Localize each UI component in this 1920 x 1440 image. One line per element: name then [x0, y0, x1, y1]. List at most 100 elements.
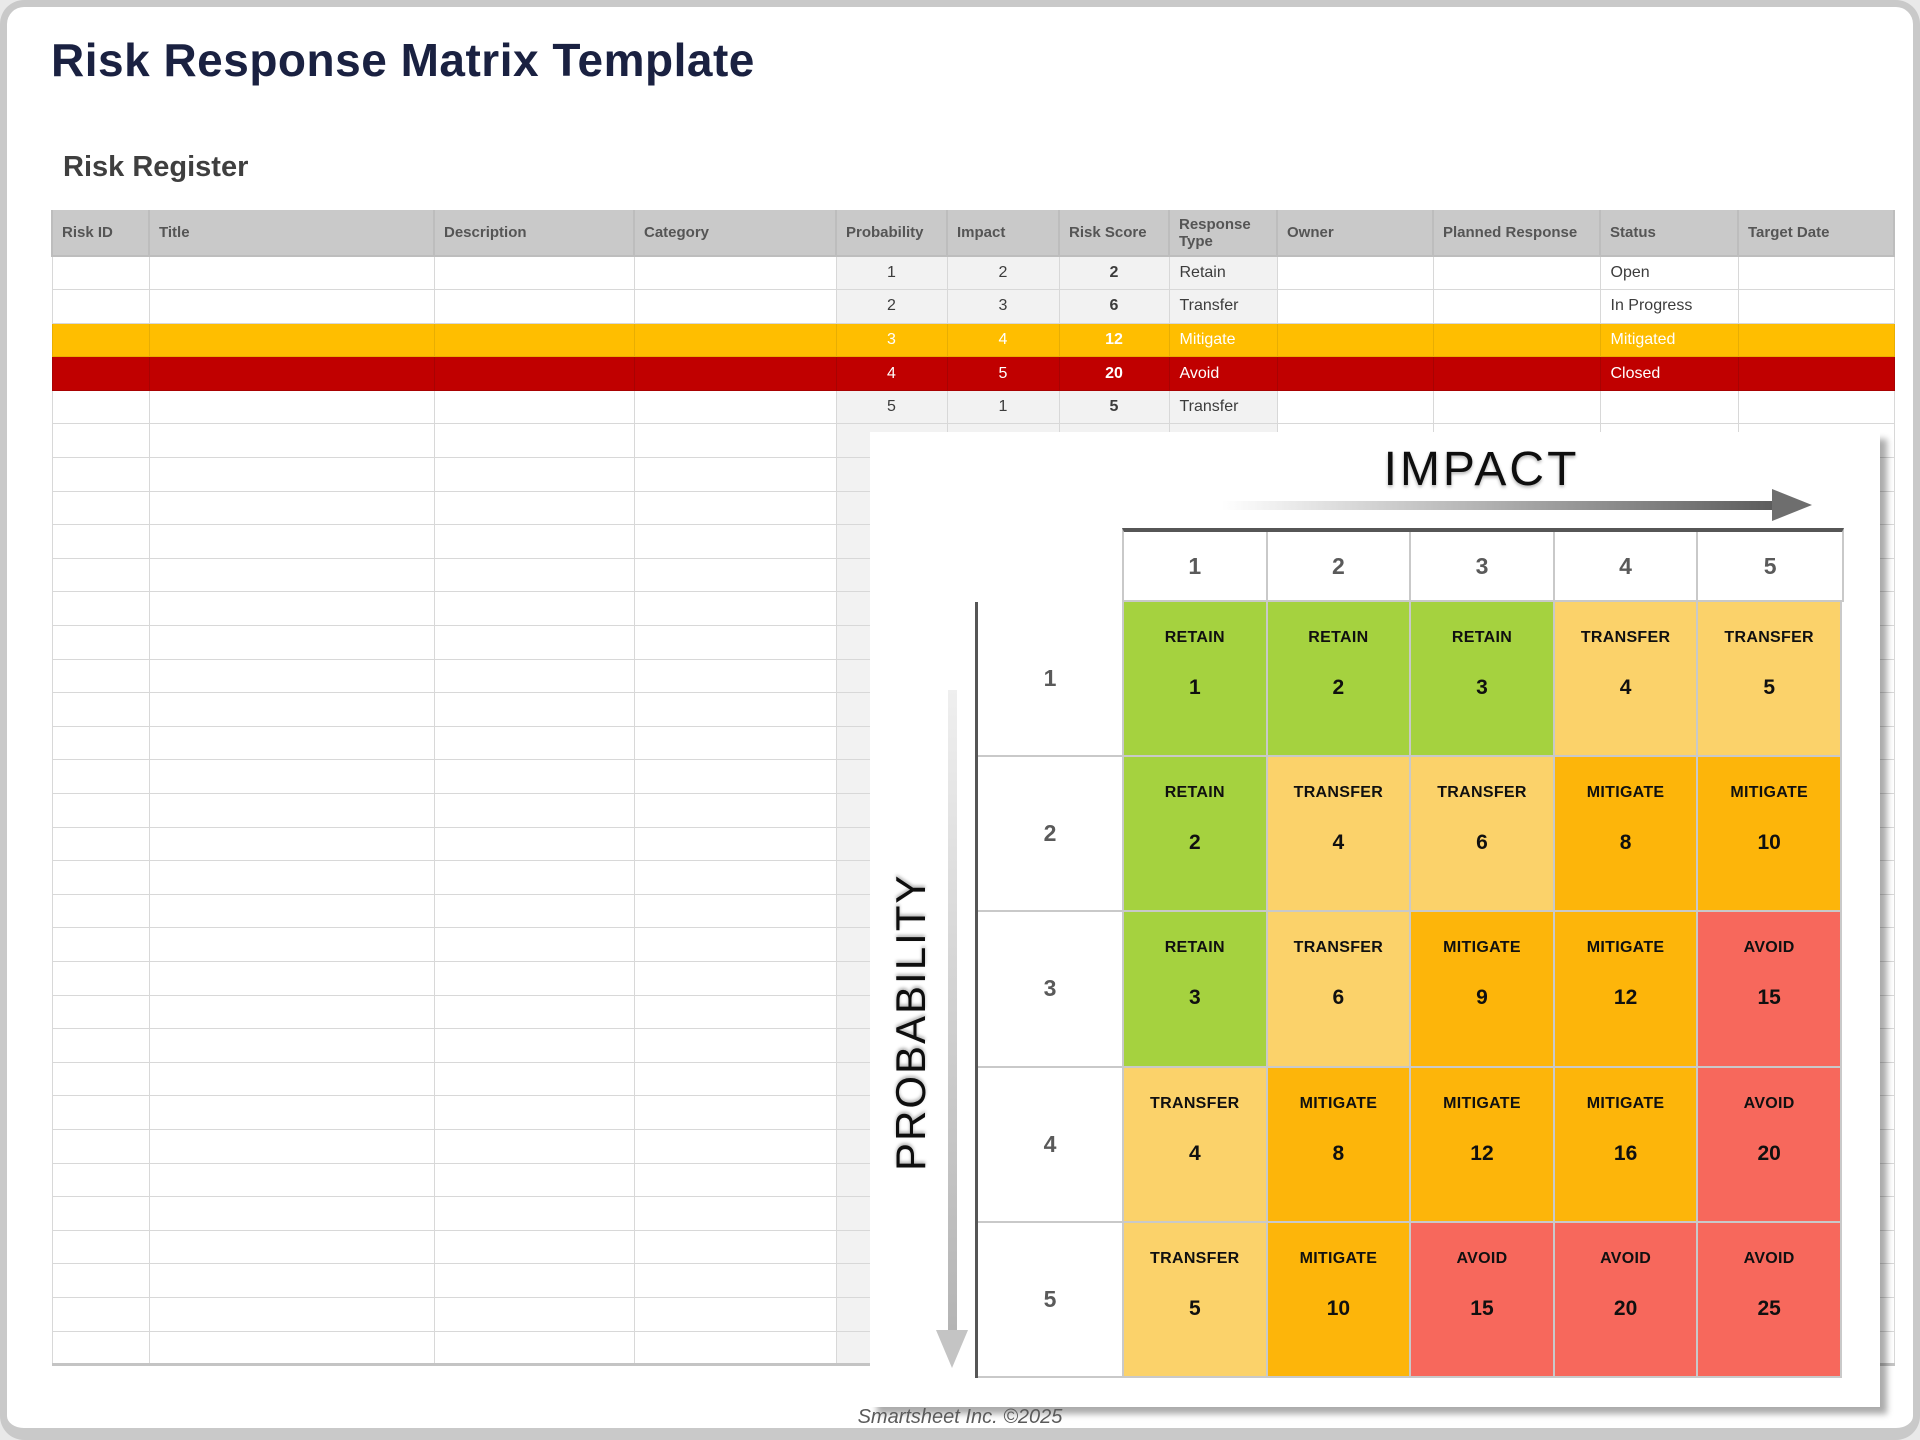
- register-cell-category[interactable]: [633, 389, 837, 425]
- register-cell-description[interactable]: [433, 322, 635, 358]
- register-cell-category[interactable]: [633, 1028, 837, 1063]
- register-cell-category[interactable]: [633, 1095, 837, 1130]
- register-cell-risk-id[interactable]: [51, 289, 150, 324]
- register-cell-risk-id[interactable]: [51, 927, 150, 962]
- register-cell-category[interactable]: [633, 1196, 837, 1231]
- register-cell-planned-response[interactable]: [1432, 389, 1601, 425]
- register-cell-target-date[interactable]: [1737, 289, 1895, 324]
- register-cell-description[interactable]: [433, 557, 635, 593]
- register-cell-description[interactable]: [433, 860, 635, 895]
- register-cell-description[interactable]: [433, 389, 635, 425]
- register-cell-description[interactable]: [433, 524, 635, 559]
- register-cell-risk-score[interactable]: 20: [1058, 356, 1170, 391]
- register-cell-description[interactable]: [433, 255, 635, 291]
- register-cell-title[interactable]: [148, 356, 435, 391]
- register-cell-description[interactable]: [433, 457, 635, 492]
- register-cell-planned-response[interactable]: [1432, 255, 1601, 291]
- register-cell-description[interactable]: [433, 625, 635, 660]
- register-cell-risk-id[interactable]: [51, 255, 150, 291]
- register-cell-response-type[interactable]: Transfer: [1168, 389, 1278, 425]
- register-cell-title[interactable]: [148, 322, 435, 358]
- register-cell-risk-id[interactable]: [51, 591, 150, 627]
- register-cell-category[interactable]: [633, 289, 837, 324]
- register-cell-risk-id[interactable]: [51, 1330, 150, 1366]
- register-cell-title[interactable]: [148, 994, 435, 1030]
- register-cell-title[interactable]: [148, 960, 435, 996]
- register-cell-status[interactable]: [1599, 389, 1739, 425]
- register-cell-risk-id[interactable]: [51, 356, 150, 391]
- register-cell-title[interactable]: [148, 927, 435, 962]
- register-cell-title[interactable]: [148, 725, 435, 761]
- register-cell-category[interactable]: [633, 524, 837, 559]
- register-cell-risk-id[interactable]: [51, 625, 150, 660]
- register-cell-title[interactable]: [148, 1095, 435, 1130]
- register-cell-owner[interactable]: [1276, 322, 1434, 358]
- register-cell-category[interactable]: [633, 356, 837, 391]
- register-cell-title[interactable]: [148, 1128, 435, 1164]
- register-cell-target-date[interactable]: [1737, 356, 1895, 391]
- register-cell-risk-id[interactable]: [51, 322, 150, 358]
- register-cell-title[interactable]: [148, 860, 435, 895]
- register-cell-description[interactable]: [433, 1061, 635, 1097]
- register-cell-probability[interactable]: 3: [835, 322, 948, 358]
- register-cell-risk-id[interactable]: [51, 490, 150, 526]
- register-cell-probability[interactable]: 2: [835, 289, 948, 324]
- register-cell-title[interactable]: [148, 793, 435, 828]
- register-cell-response-type[interactable]: Transfer: [1168, 289, 1278, 324]
- register-cell-risk-id[interactable]: [51, 1162, 150, 1198]
- register-cell-category[interactable]: [633, 1229, 837, 1265]
- register-cell-status[interactable]: Open: [1599, 255, 1739, 291]
- register-cell-title[interactable]: [148, 591, 435, 627]
- register-cell-title[interactable]: [148, 289, 435, 324]
- register-cell-category[interactable]: [633, 793, 837, 828]
- register-cell-title[interactable]: [148, 389, 435, 425]
- register-cell-risk-id[interactable]: [51, 423, 150, 459]
- register-cell-description[interactable]: [433, 1330, 635, 1366]
- register-cell-title[interactable]: [148, 557, 435, 593]
- register-cell-description[interactable]: [433, 1296, 635, 1332]
- register-cell-risk-id[interactable]: [51, 893, 150, 929]
- register-cell-category[interactable]: [633, 826, 837, 862]
- register-cell-impact[interactable]: 3: [946, 289, 1060, 324]
- register-cell-risk-id[interactable]: [51, 389, 150, 425]
- register-cell-probability[interactable]: 1: [835, 255, 948, 291]
- register-cell-target-date[interactable]: [1737, 389, 1895, 425]
- register-cell-owner[interactable]: [1276, 356, 1434, 391]
- register-cell-title[interactable]: [148, 255, 435, 291]
- register-cell-status[interactable]: Mitigated: [1599, 322, 1739, 358]
- register-cell-risk-id[interactable]: [51, 725, 150, 761]
- register-cell-category[interactable]: [633, 692, 837, 727]
- register-cell-risk-id[interactable]: [51, 1263, 150, 1298]
- register-cell-description[interactable]: [433, 356, 635, 391]
- register-cell-category[interactable]: [633, 927, 837, 962]
- register-cell-category[interactable]: [633, 557, 837, 593]
- register-cell-title[interactable]: [148, 457, 435, 492]
- register-cell-description[interactable]: [433, 1229, 635, 1265]
- register-cell-category[interactable]: [633, 625, 837, 660]
- register-cell-title[interactable]: [148, 826, 435, 862]
- register-cell-risk-id[interactable]: [51, 1128, 150, 1164]
- register-cell-category[interactable]: [633, 893, 837, 929]
- register-cell-risk-id[interactable]: [51, 994, 150, 1030]
- register-cell-impact[interactable]: 2: [946, 255, 1060, 291]
- register-cell-risk-id[interactable]: [51, 1229, 150, 1265]
- register-cell-description[interactable]: [433, 1196, 635, 1231]
- register-cell-description[interactable]: [433, 725, 635, 761]
- register-cell-owner[interactable]: [1276, 289, 1434, 324]
- register-cell-category[interactable]: [633, 255, 837, 291]
- register-cell-impact[interactable]: 4: [946, 322, 1060, 358]
- register-cell-description[interactable]: [433, 1028, 635, 1063]
- register-cell-description[interactable]: [433, 1128, 635, 1164]
- register-cell-title[interactable]: [148, 759, 435, 794]
- register-cell-title[interactable]: [148, 1263, 435, 1298]
- register-cell-title[interactable]: [148, 1296, 435, 1332]
- register-cell-title[interactable]: [148, 1061, 435, 1097]
- register-cell-title[interactable]: [148, 423, 435, 459]
- register-cell-risk-id[interactable]: [51, 826, 150, 862]
- register-cell-category[interactable]: [633, 322, 837, 358]
- register-cell-response-type[interactable]: Mitigate: [1168, 322, 1278, 358]
- register-cell-risk-id[interactable]: [51, 658, 150, 694]
- register-cell-risk-id[interactable]: [51, 557, 150, 593]
- register-cell-description[interactable]: [433, 826, 635, 862]
- register-cell-category[interactable]: [633, 591, 837, 627]
